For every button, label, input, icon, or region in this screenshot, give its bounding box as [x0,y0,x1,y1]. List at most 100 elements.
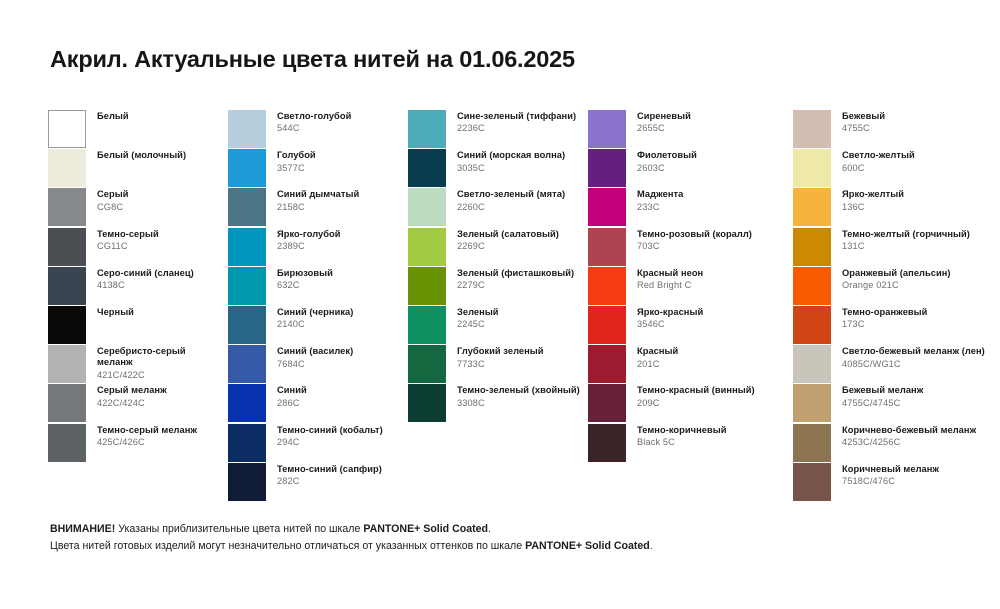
color-swatch[interactable] [408,110,446,148]
swatch-name: Серый [97,189,129,200]
color-swatch[interactable] [408,266,446,305]
swatch-row[interactable]: Сиреневый 2655C [588,110,793,149]
color-swatch[interactable] [793,188,831,227]
color-swatch[interactable] [408,345,446,384]
color-swatch[interactable] [793,149,831,188]
swatch-row[interactable]: Фиолетовый 2603C [588,149,793,188]
color-swatch[interactable] [48,149,86,188]
color-swatch[interactable] [228,266,266,305]
swatch-name: Синий (василек) [277,346,354,357]
swatch-row[interactable]: Сине-зеленый (тиффани) 2236C [408,110,588,149]
swatch-row[interactable]: Темно-розовый (коралл) 703C [588,227,793,267]
swatch-row[interactable]: Синий дымчатый 2158C [228,188,408,227]
color-swatch[interactable] [793,423,831,462]
swatch-row[interactable]: Зеленый (фисташковый) 2279C [408,266,588,306]
color-swatch[interactable] [588,266,626,305]
swatch-row[interactable]: Темно-зеленый (хвойный) 3308C [408,384,588,423]
color-swatch[interactable] [228,423,266,462]
swatch-row[interactable]: Оранжевый (апельсин) Orange 021C [793,266,978,306]
swatch-row[interactable]: Красный неон Red Bright C [588,266,793,306]
swatch-row[interactable]: Темно-желтый (горчичный) 131C [793,227,978,267]
color-swatch[interactable] [588,305,626,344]
swatch-row[interactable]: Маджента 233C [588,188,793,227]
swatch-row[interactable]: Белый [48,110,228,149]
color-swatch[interactable] [588,227,626,266]
color-swatch[interactable] [793,462,831,501]
color-swatch[interactable] [48,384,86,423]
swatch-text: Темно-красный (винный) 209C [626,384,755,408]
swatch-row[interactable]: Голубой 3577C [228,149,408,188]
color-swatch[interactable] [228,345,266,384]
color-swatch[interactable] [48,423,86,462]
swatch-row[interactable]: Синий (морская волна) 3035C [408,149,588,188]
swatch-row[interactable]: Черный [48,305,228,345]
color-swatch[interactable] [48,227,86,266]
swatch-row[interactable]: Синий 286C [228,384,408,423]
swatch-row[interactable]: Коричневый меланж 7518C/476C [793,462,978,502]
swatch-row[interactable]: Светло-бежевый меланж (лен) 4085C/WG1C [793,345,985,384]
swatch-row[interactable]: Темно-красный (винный) 209C [588,384,793,423]
swatch-row[interactable]: Бирюзовый 632C [228,266,408,306]
swatch-row[interactable]: Серый CG8C [48,188,228,227]
swatch-row[interactable]: Ярко-голубой 2389C [228,227,408,267]
swatch-row[interactable]: Светло-желтый 600C [793,149,978,188]
color-swatch[interactable] [588,384,626,423]
color-swatch[interactable] [408,188,446,227]
color-swatch[interactable] [793,266,831,305]
color-swatch[interactable] [588,423,626,462]
color-swatch[interactable] [793,227,831,266]
color-swatch[interactable] [588,188,626,227]
swatch-row[interactable]: Синий (черника) 2140C [228,305,408,345]
color-swatch[interactable] [793,384,831,423]
color-swatch[interactable] [408,305,446,344]
swatch-pantone-code: 131C [842,241,865,252]
swatch-row[interactable]: Красный 201C [588,345,793,384]
color-swatch[interactable] [228,149,266,188]
color-swatch[interactable] [588,149,626,188]
swatch-row[interactable]: Серебристо-серый меланж 421C/422C [48,345,228,384]
color-swatch[interactable] [228,188,266,227]
swatch-row[interactable]: Темно-коричневый Black 5C [588,423,793,463]
swatch-row[interactable]: Серый меланж 422C/424C [48,384,228,423]
color-swatch[interactable] [48,345,86,384]
swatch-row[interactable]: Белый (молочный) [48,149,228,188]
swatch-row[interactable]: Темно-серый меланж 425C/426C [48,423,228,463]
color-swatch[interactable] [48,266,86,305]
color-swatch[interactable] [228,110,266,148]
color-swatch[interactable] [228,462,266,501]
swatch-row[interactable]: Бежевый меланж 4755C/4745C [793,384,978,423]
color-swatch[interactable] [588,345,626,384]
color-swatch[interactable] [793,305,831,344]
swatch-name: Темно-синий (сапфир) [277,463,382,474]
color-swatch[interactable] [48,305,86,344]
color-swatch[interactable] [408,384,446,423]
swatch-row[interactable]: Бежевый 4755C [793,110,978,149]
swatch-row[interactable]: Темно-синий (сапфир) 282C [228,462,408,502]
color-swatch[interactable] [48,110,86,148]
color-swatch[interactable] [793,110,831,148]
color-swatch[interactable] [228,384,266,423]
swatch-row[interactable]: Коричнево-бежевый меланж 4253C/4256C [793,423,978,463]
swatch-pantone-code: 4253C/4256C [842,436,901,447]
swatch-row[interactable]: Ярко-желтый 136C [793,188,978,227]
swatch-row[interactable]: Светло-зеленый (мята) 2260C [408,188,588,227]
swatch-row[interactable]: Темно-серый CG11C [48,227,228,267]
swatch-row[interactable]: Глубокий зеленый 7733C [408,345,588,384]
swatch-row[interactable]: Зеленый 2245C [408,305,588,345]
swatch-row[interactable]: Синий (василек) 7684C [228,345,408,384]
swatch-row[interactable]: Светло-голубой 544C [228,110,408,149]
color-swatch[interactable] [408,227,446,266]
swatch-row[interactable]: Темно-оранжевый 173C [793,305,978,345]
color-swatch[interactable] [408,149,446,188]
color-swatch[interactable] [228,227,266,266]
swatch-row[interactable]: Серо-синий (сланец) 4138C [48,266,228,306]
color-swatch[interactable] [48,188,86,227]
color-swatch[interactable] [228,305,266,344]
swatch-row[interactable]: Зеленый (салатовый) 2269C [408,227,588,267]
swatch-row[interactable]: Темно-синий (кобальт) 294C [228,423,408,463]
swatch-row[interactable]: Ярко-красный 3546C [588,305,793,345]
swatch-name: Белый [97,111,129,121]
color-swatch[interactable] [793,345,831,384]
color-swatch[interactable] [588,110,626,148]
